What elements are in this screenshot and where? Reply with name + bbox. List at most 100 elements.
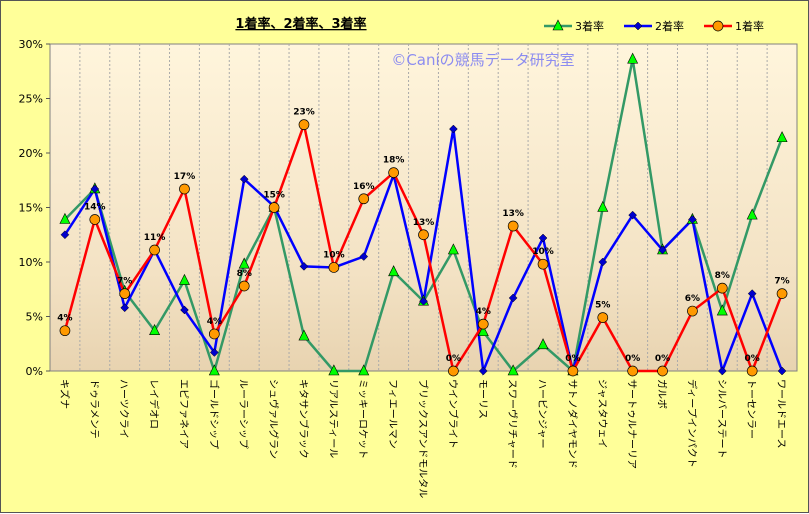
data-label: 4% [476, 307, 491, 317]
y-tick-label: 15% [19, 202, 43, 215]
x-tick-label: シルバーステート [715, 379, 727, 459]
data-point-diamond [299, 262, 309, 271]
data-point-circle [712, 20, 724, 32]
data-label: 15% [263, 191, 285, 201]
data-point-triangle [477, 325, 489, 337]
x-tick-label: ガルボ [656, 379, 668, 409]
data-label: 6% [685, 294, 700, 304]
data-point-diamond [419, 296, 428, 306]
data-point-triangle [358, 364, 370, 376]
data-point-triangle [328, 364, 340, 376]
data-point-triangle [507, 364, 519, 376]
data-point-triangle [298, 329, 310, 341]
data-label: 8% [237, 269, 252, 279]
x-tick-label: スワーヴリチャード [506, 379, 519, 469]
data-point-diamond [209, 348, 219, 357]
x-tick-label: モーリス [476, 379, 487, 419]
data-point-circle [358, 193, 370, 205]
data-point-diamond [777, 366, 787, 376]
data-label: 14% [84, 202, 106, 212]
watermark: ©Caniの競馬データ研究室 [391, 51, 574, 69]
data-label: 0% [446, 354, 461, 364]
data-point-circle [238, 280, 250, 292]
data-label: 0% [565, 354, 580, 364]
data-point-diamond [598, 257, 608, 267]
data-point-triangle [149, 323, 161, 335]
x-tick-label: ウインブライト [446, 379, 459, 449]
data-point-diamond [180, 305, 189, 315]
y-tick-label: 30% [19, 38, 43, 51]
y-tick-label: 10% [19, 256, 43, 269]
data-label: 13% [413, 218, 435, 228]
data-point-triangle [716, 304, 728, 316]
data-point-triangle [537, 338, 549, 350]
x-tick-label: リアルスティール [327, 379, 338, 458]
x-tick-label: ジャスタウェイ [596, 379, 608, 449]
data-point-circle [597, 312, 609, 323]
data-label: 8% [715, 271, 730, 281]
data-point-diamond [60, 230, 70, 240]
data-point-circle [448, 365, 459, 377]
data-label: 4% [57, 314, 72, 324]
x-tick-label: キタサンブラック [297, 379, 310, 459]
data-point-circle [268, 202, 280, 213]
data-point-diamond [478, 366, 488, 376]
data-point-circle [89, 214, 101, 225]
data-point-circle [59, 325, 71, 337]
data-point-circle [477, 318, 489, 330]
x-tick-label: レイデオロ [148, 379, 161, 429]
data-point-circle [507, 220, 519, 232]
data-point-diamond [628, 210, 638, 220]
x-tick-label: フィエールマン [387, 379, 398, 449]
x-tick-label: シュヴァルグラン [267, 379, 280, 459]
data-point-diamond [633, 21, 643, 31]
data-point-circle [716, 282, 728, 294]
data-point-circle [298, 119, 310, 131]
data-point-triangle [746, 208, 758, 220]
data-point-circle [627, 365, 639, 377]
data-point-circle [776, 288, 788, 299]
x-tick-label: ルーラーシップ [237, 379, 249, 449]
data-label: 10% [532, 247, 554, 257]
x-tick-label: ハーツクライ [118, 379, 130, 439]
y-tick-label: 0% [26, 365, 43, 378]
x-tick-label: サートゥルナーリア [626, 379, 638, 469]
data-point-triangle [597, 200, 609, 212]
data-point-circle [746, 365, 758, 377]
x-tick-label: ゴールドシップ [207, 379, 220, 449]
data-point-circle [687, 305, 698, 317]
data-point-triangle [552, 19, 564, 31]
y-tick-label: 5% [26, 311, 43, 324]
legend-label: 3着率 [575, 19, 604, 33]
x-tick-label: ディープインパクト [685, 379, 698, 468]
data-point-triangle [447, 243, 459, 255]
data-point-diamond [658, 245, 667, 255]
data-point-triangle [178, 273, 190, 285]
data-label: 23% [293, 108, 315, 118]
data-point-triangle [627, 52, 639, 64]
data-label: 7% [117, 277, 132, 287]
data-point-diamond [508, 293, 518, 303]
data-point-circle [328, 262, 340, 273]
x-tick-label: ハービンジャー [536, 379, 548, 449]
data-point-diamond [688, 215, 697, 224]
chart-title: 1着率、2着率、3着率 [235, 16, 366, 32]
data-point-circle [657, 365, 668, 377]
x-tick-label: ワールドエース [775, 379, 786, 449]
data-label: 7% [774, 277, 789, 287]
legend-label: 1着率 [735, 19, 764, 33]
data-point-circle [418, 229, 429, 241]
data-label: 4% [207, 317, 222, 327]
y-tick-label: 20% [19, 147, 43, 160]
legend-label: 2着率 [655, 19, 684, 33]
data-label: 11% [144, 233, 166, 243]
data-point-triangle [776, 131, 788, 143]
data-point-diamond [538, 233, 548, 243]
data-label: 0% [655, 354, 670, 364]
data-point-circle [149, 244, 160, 256]
x-tick-label: ミッキーロケット [357, 379, 369, 459]
x-tick-label: エピファネイア [177, 379, 189, 449]
data-label: 5% [595, 301, 610, 311]
data-label: 10% [323, 250, 345, 260]
data-point-diamond [449, 124, 458, 134]
